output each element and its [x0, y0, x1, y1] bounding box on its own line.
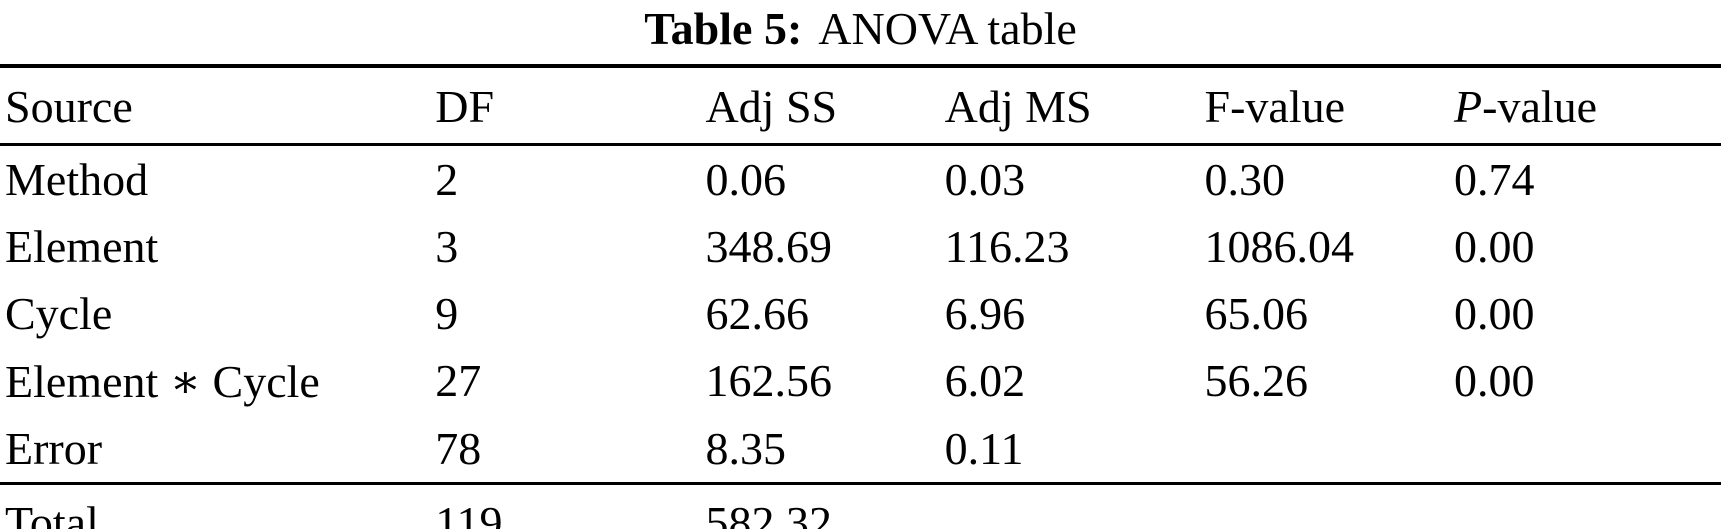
header-cell-source: Source — [0, 65, 431, 146]
table-cell: 3 — [435, 220, 459, 272]
table-row: Element ∗ Cycle 27 162.56 6.02 56.26 0.00 — [0, 347, 1721, 415]
table-cell: 162.56 — [705, 355, 832, 407]
table-cell: 1086.04 — [1204, 220, 1355, 272]
table-cell: 2 — [435, 153, 459, 205]
table-cell: Cycle — [5, 287, 113, 339]
table-cell: 56.26 — [1204, 355, 1309, 407]
anova-table: Source DF Adj SS Adj MS F-value P-value Metho… — [0, 63, 1721, 529]
table-total-row: Total 119 582.32 — [0, 483, 1721, 529]
header-cell-p-value: P-value — [1449, 65, 1721, 146]
table-cell: 0.00 — [1454, 287, 1535, 339]
header-cell-adj-ss: Adj SS — [700, 65, 940, 146]
table-cell: 0.03 — [944, 153, 1026, 205]
table-cell: 6.02 — [944, 355, 1026, 407]
table-cell: Element ∗ Cycle — [5, 355, 320, 407]
table-cell: 78 — [430, 414, 701, 485]
table-header-row: Source DF Adj SS Adj MS F-value P-value — [0, 65, 1721, 146]
table-cell: 9 — [435, 287, 459, 339]
table-cell: 6.96 — [944, 287, 1026, 339]
table-cell: 27 — [435, 355, 482, 407]
total-cell: 582.32 — [705, 496, 832, 529]
total-cell: 119 — [435, 496, 503, 529]
table-cell: 8.35 — [700, 414, 940, 485]
table-cell: 0.74 — [1454, 153, 1535, 205]
table-caption: Table 5: ANOVA table — [0, 0, 1721, 64]
table-cell: Element — [5, 220, 159, 272]
total-cell — [1200, 483, 1450, 529]
total-cell: Total — [5, 496, 99, 529]
table-cell: 0.00 — [1454, 355, 1535, 407]
table-row: Cycle 9 62.66 6.96 65.06 0.00 — [0, 280, 1721, 347]
table-caption-label: Table 5: — [644, 3, 803, 54]
table-caption-text: ANOVA table — [818, 3, 1077, 54]
table-cell: 116.23 — [944, 220, 1070, 272]
table-cell: Error — [0, 414, 431, 485]
table-cell: 0.00 — [1454, 220, 1535, 272]
table-row: Error 78 8.35 0.11 — [0, 414, 1721, 485]
header-cell-df: DF — [430, 65, 701, 146]
table-row: Method 2 0.06 0.03 0.30 0.74 — [0, 144, 1721, 213]
table-cell: 65.06 — [1204, 287, 1309, 339]
table-cell: 348.69 — [705, 220, 832, 272]
table-cell: 0.30 — [1204, 153, 1286, 205]
table-cell — [1449, 414, 1721, 485]
table-cell: 0.11 — [939, 414, 1200, 485]
total-cell — [940, 483, 1200, 529]
table-cell: Method — [5, 153, 149, 205]
total-cell — [1449, 483, 1721, 529]
table-cell: 62.66 — [705, 287, 809, 339]
table-cell — [1199, 414, 1450, 485]
table-cell: 0.06 — [705, 153, 786, 205]
table-row: Element 3 348.69 116.23 1086.04 0.00 — [0, 213, 1721, 280]
header-cell-f-value: F-value — [1199, 65, 1450, 146]
header-cell-adj-ms: Adj MS — [939, 65, 1200, 146]
